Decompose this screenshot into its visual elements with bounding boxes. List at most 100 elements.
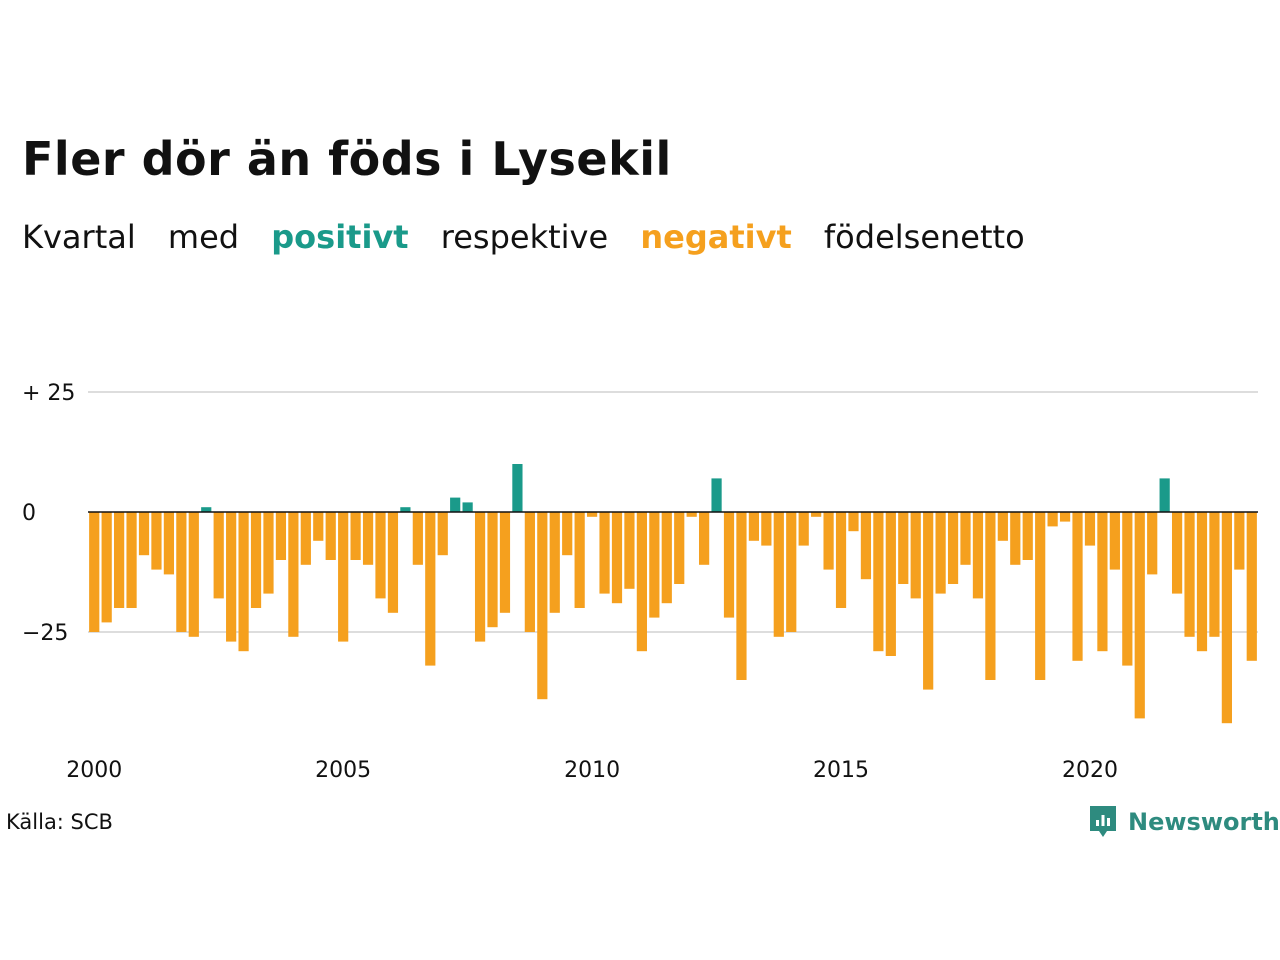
bar [773, 512, 784, 637]
bar [1171, 512, 1183, 594]
bar [499, 512, 511, 613]
bar [599, 512, 610, 594]
bar [537, 512, 548, 700]
bar [860, 512, 872, 580]
subtitle-word-med: med [167, 218, 240, 256]
bar [1184, 512, 1195, 637]
bar [1234, 512, 1245, 570]
bar [1159, 478, 1170, 512]
x-tick-label: 2010 [564, 758, 620, 783]
bar [699, 512, 710, 565]
y-tick-label: + 25 [22, 381, 75, 406]
bar [661, 512, 672, 604]
bar [437, 512, 448, 556]
bar [723, 512, 735, 618]
x-tick-label: 2015 [813, 758, 869, 783]
bar [387, 512, 399, 613]
bar [138, 512, 150, 556]
bar [1196, 512, 1208, 652]
subtitle-word-respektive: respektive [440, 218, 609, 256]
bar [835, 512, 847, 608]
bar [1072, 512, 1083, 661]
bar [972, 512, 984, 599]
bar [586, 512, 598, 517]
bar [425, 512, 436, 666]
bar [611, 512, 623, 604]
bar [811, 512, 822, 517]
bar [1035, 512, 1046, 680]
bar [686, 512, 697, 517]
bar [711, 478, 722, 512]
bar [512, 464, 523, 512]
bar [798, 512, 809, 546]
bar [786, 512, 797, 632]
bar [338, 512, 349, 642]
bar [624, 512, 635, 589]
bar [1209, 512, 1220, 637]
bar [898, 512, 909, 584]
bar [748, 512, 760, 541]
bar [1122, 512, 1133, 666]
bar-chart: + 25 0 −25 2000 2005 2010 2015 2020 [22, 381, 1258, 783]
brand-logo: Newsworthy [1088, 804, 1280, 840]
bar [1010, 512, 1021, 565]
bar [188, 512, 199, 637]
subtitle-negative-label: negativt [640, 218, 792, 256]
bar [126, 512, 137, 608]
bar [1246, 512, 1257, 661]
brand-name: Newsworthy [1128, 808, 1280, 836]
y-tick-label: 0 [22, 501, 36, 526]
bar [574, 512, 585, 608]
bar [89, 512, 100, 632]
bar [935, 512, 946, 594]
bar [350, 512, 361, 560]
bar [213, 512, 224, 599]
bar [101, 512, 112, 623]
bar [1097, 512, 1108, 652]
bar [736, 512, 747, 680]
bar [114, 512, 125, 608]
bar [176, 512, 187, 632]
bar [163, 512, 175, 575]
bar [300, 512, 311, 565]
bar [674, 512, 685, 584]
bar [275, 512, 287, 560]
bar [1022, 512, 1033, 560]
chart-title: Fler dör än föds i Lysekil [22, 132, 672, 186]
bar [1059, 512, 1071, 522]
bar [1147, 512, 1158, 575]
bar [487, 512, 498, 628]
bar [313, 512, 324, 541]
bar [474, 512, 486, 642]
x-tick-label: 2020 [1062, 758, 1118, 783]
bar [997, 512, 1008, 541]
x-tick-label: 2005 [315, 758, 371, 783]
bar [151, 512, 162, 570]
bar [226, 512, 237, 642]
bar [201, 507, 212, 512]
bar [325, 512, 336, 560]
bar [375, 512, 386, 599]
bar [562, 512, 573, 556]
bar [848, 512, 859, 532]
y-tick-label: −25 [22, 621, 68, 646]
bar [649, 512, 660, 618]
bar [400, 507, 411, 512]
bar [524, 512, 535, 632]
x-tick-label: 2000 [66, 758, 122, 783]
bar [549, 512, 560, 613]
bar [910, 512, 921, 599]
bar [1047, 512, 1058, 527]
bar [761, 512, 772, 546]
chart-subtitle: Kvartal med positivt respektive negativt… [22, 218, 1047, 256]
bar [1134, 512, 1145, 719]
newsworthy-logo-icon [1090, 806, 1116, 837]
bar [238, 512, 249, 652]
subtitle-word-kvartal: Kvartal [22, 218, 136, 256]
bar [462, 502, 473, 512]
subtitle-word-fodelsenetto: födelsenetto [823, 218, 1025, 256]
bar [923, 512, 934, 690]
bar [362, 512, 374, 565]
bar [885, 512, 896, 656]
bar [250, 512, 262, 608]
